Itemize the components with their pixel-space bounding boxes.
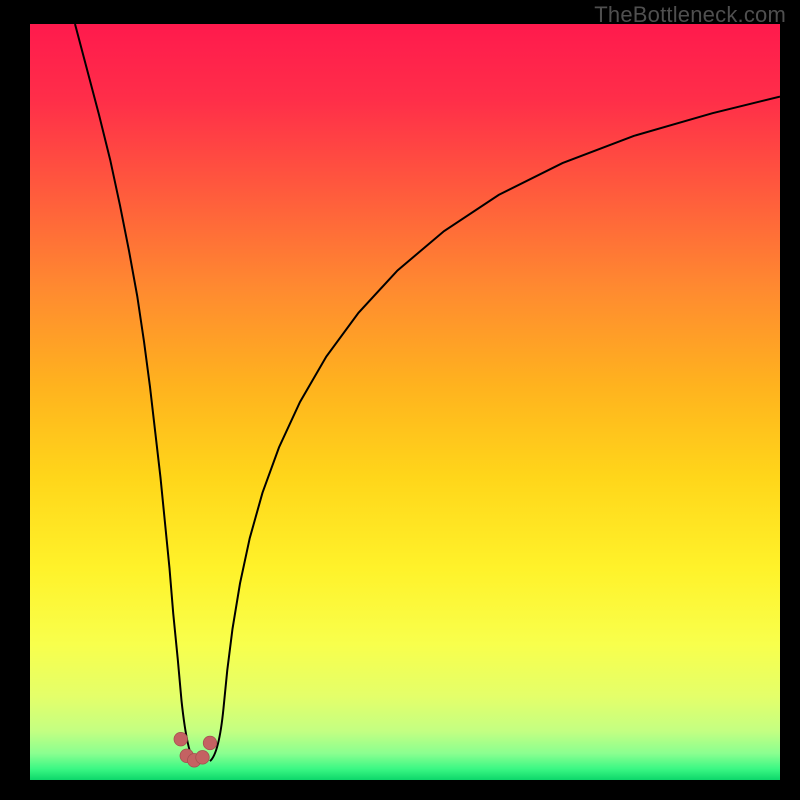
curve-marker [196, 751, 210, 765]
chart-container: TheBottleneck.com [0, 0, 800, 800]
curve-marker [203, 736, 217, 750]
plot-svg [30, 24, 780, 780]
watermark-text: TheBottleneck.com [594, 2, 786, 28]
plot-area [30, 24, 780, 780]
curve-marker [174, 732, 188, 746]
gradient-background [30, 24, 780, 780]
